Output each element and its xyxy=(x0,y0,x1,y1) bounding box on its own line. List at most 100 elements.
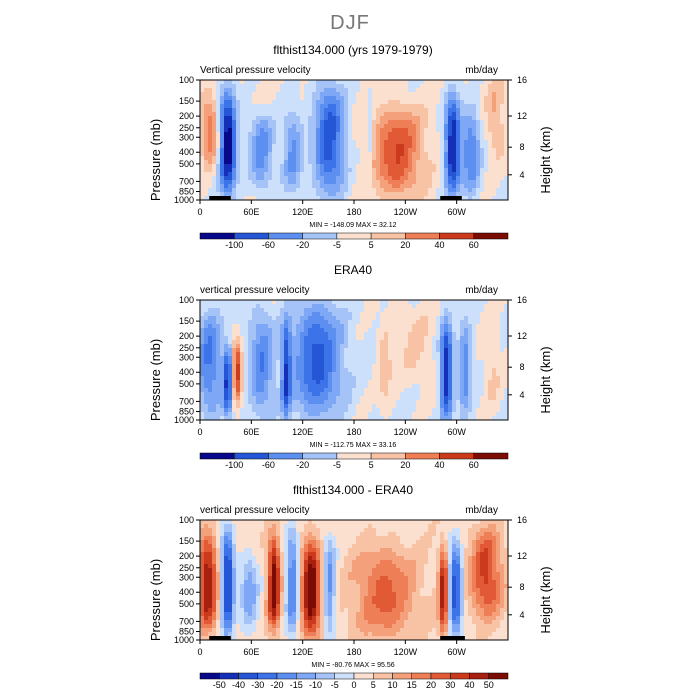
heat-cell xyxy=(504,384,509,389)
heat-cell xyxy=(424,336,429,341)
heat-cell xyxy=(488,416,493,421)
heat-cell xyxy=(456,352,461,357)
heat-cell xyxy=(388,136,393,141)
heat-cell xyxy=(220,140,225,145)
heat-cell xyxy=(348,352,353,357)
heat-cell xyxy=(392,196,397,201)
heat-cell xyxy=(236,400,241,405)
heat-cell xyxy=(236,112,241,117)
heat-cell xyxy=(388,384,393,389)
heat-cell xyxy=(360,384,365,389)
heat-cell xyxy=(200,332,205,337)
heat-cell xyxy=(412,332,417,337)
heat-cell xyxy=(420,316,425,321)
heat-cell xyxy=(308,408,313,413)
heat-cell xyxy=(336,412,341,417)
heat-cell xyxy=(420,340,425,345)
heat-cell xyxy=(396,188,401,193)
heat-cell xyxy=(408,412,413,417)
heat-cell xyxy=(448,96,453,101)
heat-cell xyxy=(424,400,429,405)
heat-cell xyxy=(264,180,269,185)
heat-cell xyxy=(232,120,237,125)
heat-cell xyxy=(332,332,337,337)
heat-cell xyxy=(424,176,429,181)
heat-cell xyxy=(328,112,333,117)
heat-cell xyxy=(204,608,209,613)
heat-cell xyxy=(244,100,249,105)
heat-cell xyxy=(320,184,325,189)
heat-cell xyxy=(220,608,225,613)
heat-cell xyxy=(440,336,445,341)
heat-cell xyxy=(340,148,345,153)
heat-cell xyxy=(312,180,317,185)
heat-cell xyxy=(284,192,289,197)
heat-cell xyxy=(500,356,505,361)
heat-cell xyxy=(228,556,233,561)
heat-cell xyxy=(472,144,477,149)
heat-cell xyxy=(212,128,217,133)
heat-cell xyxy=(312,172,317,177)
heat-cell xyxy=(388,372,393,377)
heat-cell xyxy=(300,104,305,109)
heat-cell xyxy=(464,352,469,357)
heat-cell xyxy=(412,88,417,93)
heat-cell xyxy=(424,312,429,317)
heat-cell xyxy=(464,368,469,373)
heat-cell xyxy=(460,140,465,145)
heat-cell xyxy=(484,332,489,337)
heat-cell xyxy=(220,132,225,137)
heat-cell xyxy=(300,360,305,365)
heat-cell xyxy=(328,96,333,101)
heat-cell xyxy=(276,312,281,317)
heat-cell xyxy=(424,416,429,421)
heat-cell xyxy=(212,384,217,389)
heat-cell xyxy=(244,300,249,305)
heat-cell xyxy=(352,172,357,177)
heat-cell xyxy=(436,192,441,197)
heat-cell xyxy=(288,112,293,117)
heat-cell xyxy=(360,372,365,377)
heat-cell xyxy=(292,136,297,141)
heat-cell xyxy=(456,128,461,133)
heat-cell xyxy=(304,192,309,197)
heat-cell xyxy=(404,160,409,165)
heat-cell xyxy=(484,376,489,381)
heat-cell xyxy=(248,144,253,149)
heat-cell xyxy=(264,152,269,157)
heat-cell xyxy=(344,312,349,317)
heat-cell xyxy=(288,372,293,377)
heat-cell xyxy=(340,412,345,417)
heat-cell xyxy=(412,80,417,85)
heat-cell xyxy=(328,132,333,137)
heat-cell xyxy=(204,568,209,573)
heat-cell xyxy=(472,84,477,89)
heat-cell xyxy=(328,152,333,157)
heat-cell xyxy=(208,88,213,93)
heat-cell xyxy=(292,300,297,305)
heat-cell xyxy=(332,128,337,133)
heat-cell xyxy=(408,300,413,305)
heat-cell xyxy=(300,112,305,117)
heat-cell xyxy=(376,140,381,145)
heat-cell xyxy=(332,88,337,93)
heat-cell xyxy=(320,388,325,393)
heat-cell xyxy=(420,352,425,357)
heat-cell xyxy=(208,112,213,117)
heat-cell xyxy=(200,152,205,157)
heat-cell xyxy=(228,108,233,113)
heat-cell xyxy=(260,332,265,337)
heat-cell xyxy=(268,172,273,177)
heat-cell xyxy=(412,112,417,117)
heat-cell xyxy=(268,316,273,321)
heat-cell xyxy=(224,140,229,145)
heat-cell xyxy=(492,308,497,313)
heat-cell xyxy=(212,308,217,313)
heat-cell xyxy=(384,380,389,385)
heat-cell xyxy=(240,112,245,117)
heat-cell xyxy=(492,136,497,141)
heat-cell xyxy=(452,308,457,313)
heat-cell xyxy=(220,520,225,525)
heat-cell xyxy=(288,124,293,129)
heat-cell xyxy=(424,404,429,409)
